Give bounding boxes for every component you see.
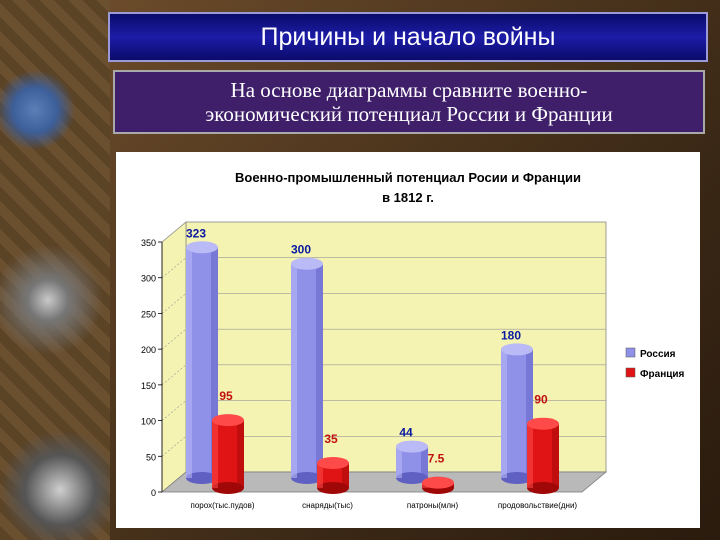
russia-bar-highlight bbox=[291, 263, 297, 478]
france-bar-shade bbox=[237, 420, 244, 488]
france-bar-base bbox=[527, 482, 559, 494]
france-bar-highlight bbox=[527, 423, 533, 488]
x-category-label: снаряды(тыс) bbox=[302, 501, 353, 510]
france-data-label: 7.5 bbox=[428, 452, 445, 466]
slide-title-bar: Причины и начало войны bbox=[108, 12, 708, 62]
x-category-label: порох(тыс.пудов) bbox=[191, 501, 255, 510]
france-bar-highlight bbox=[212, 420, 218, 488]
gridline-side bbox=[161, 293, 187, 314]
y-tick-label: 150 bbox=[141, 381, 156, 391]
russia-bar-top bbox=[291, 257, 323, 270]
y-tick-label: 50 bbox=[146, 452, 156, 462]
russia-bar-top bbox=[186, 241, 218, 254]
legend-label-russia: Россия bbox=[640, 349, 676, 360]
chart-title-line-1: Военно-промышленный потенциал Росии и Фр… bbox=[235, 170, 581, 185]
russia-bar-top bbox=[396, 440, 428, 453]
y-tick-label: 350 bbox=[141, 238, 156, 248]
y-tick-label: 200 bbox=[141, 345, 156, 355]
france-data-label: 90 bbox=[534, 393, 548, 407]
legend-swatch-russia bbox=[625, 347, 636, 358]
russia-bar-shade bbox=[421, 446, 428, 478]
gridline-side bbox=[161, 364, 187, 386]
russia-bar-base bbox=[396, 472, 428, 484]
y-tick-label: 100 bbox=[141, 417, 156, 427]
legend-swatch-france bbox=[625, 367, 636, 378]
russia-bar-shade bbox=[211, 247, 218, 478]
france-bar-base bbox=[212, 482, 244, 494]
russia-bar-highlight bbox=[501, 349, 507, 478]
task-text: На основе диаграммы сравните военно- эко… bbox=[205, 78, 612, 126]
slide-title: Причины и начало войны bbox=[260, 22, 556, 51]
france-bar-highlight bbox=[317, 463, 323, 488]
chart-title-line-2: в 1812 г. bbox=[382, 190, 434, 205]
france-data-label: 95 bbox=[219, 389, 233, 403]
france-bar-shade bbox=[552, 423, 559, 488]
legend-label-france: Франция bbox=[640, 369, 685, 380]
bar-chart: Военно-промышленный потенциал Росии и Фр… bbox=[141, 170, 685, 510]
russia-data-label: 44 bbox=[399, 426, 413, 440]
russia-bar-shade bbox=[526, 349, 533, 478]
france-bar-top bbox=[422, 476, 454, 489]
russia-bar-base bbox=[186, 472, 218, 484]
gridline-side bbox=[161, 257, 187, 278]
x-category-label: продовольствие(дни) bbox=[498, 501, 577, 510]
russia-data-label: 180 bbox=[501, 328, 521, 342]
plot-side-wall bbox=[161, 221, 187, 493]
france-bar-top bbox=[212, 414, 244, 427]
task-box: На основе диаграммы сравните военно- эко… bbox=[113, 70, 705, 134]
russia-data-label: 323 bbox=[186, 226, 206, 240]
task-line-1: На основе диаграммы сравните военно- bbox=[230, 78, 588, 102]
y-tick-label: 250 bbox=[141, 309, 156, 319]
russia-bar-top bbox=[501, 343, 533, 356]
x-category-label: патроны(млн) bbox=[407, 501, 459, 510]
russia-bar-shade bbox=[316, 263, 323, 478]
task-line-2: экономический потенциал России и Франции bbox=[205, 102, 613, 126]
russia-bar-highlight bbox=[186, 247, 192, 478]
france-data-label: 35 bbox=[324, 432, 338, 446]
russia-data-label: 300 bbox=[291, 243, 311, 257]
chart-panel: Военно-промышленный потенциал Росии и Фр… bbox=[116, 152, 700, 528]
gridline-side bbox=[161, 436, 187, 457]
y-tick-label: 300 bbox=[141, 274, 156, 284]
france-bar-top bbox=[527, 417, 559, 430]
russia-bar-highlight bbox=[396, 446, 402, 478]
decorative-medals-background bbox=[0, 0, 110, 540]
france-bar-shade bbox=[342, 463, 349, 488]
gridline-side bbox=[161, 328, 187, 350]
russia-bar-base bbox=[501, 472, 533, 484]
france-bar-top bbox=[317, 457, 349, 469]
y-tick-label: 0 bbox=[151, 488, 156, 498]
france-bar-base bbox=[317, 482, 349, 494]
gridline-side bbox=[161, 221, 187, 243]
russia-bar-base bbox=[291, 472, 323, 484]
gridline-side bbox=[161, 400, 187, 421]
